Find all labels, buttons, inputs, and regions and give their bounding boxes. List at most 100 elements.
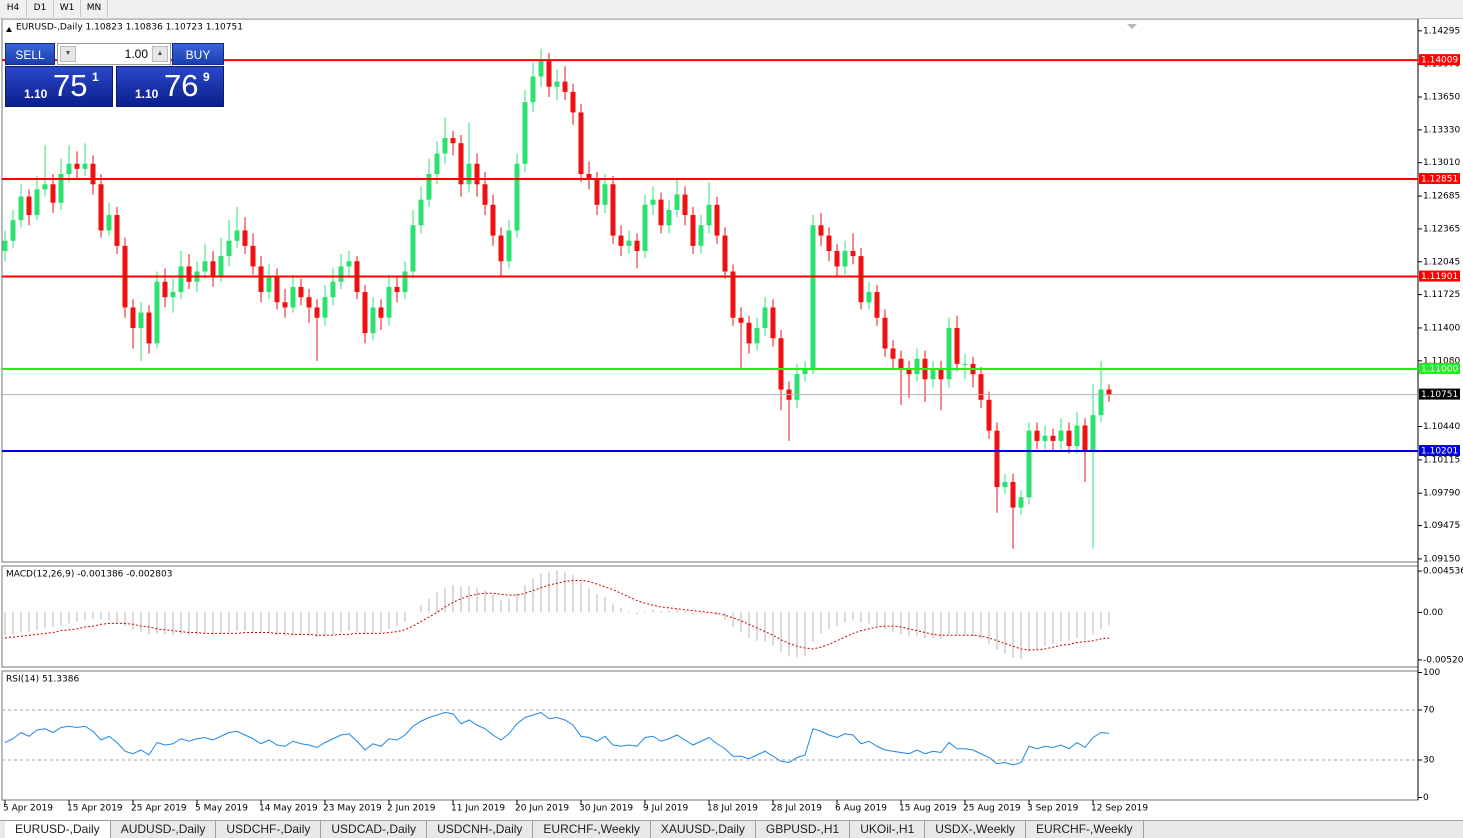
candle-body bbox=[802, 369, 808, 375]
candle-body bbox=[290, 286, 296, 308]
candle-body bbox=[458, 143, 464, 185]
candle-body bbox=[778, 338, 784, 390]
candle-body bbox=[578, 112, 584, 174]
lots-field[interactable]: ▼ 1.00 ▲ bbox=[57, 43, 171, 65]
candle-body bbox=[498, 235, 504, 262]
candle-body bbox=[218, 256, 224, 277]
candle-body bbox=[466, 163, 472, 185]
candle-body bbox=[18, 196, 24, 221]
chart-tab[interactable]: UKOil-,H1 bbox=[850, 821, 926, 838]
buy-button[interactable]: BUY bbox=[172, 43, 224, 65]
candle-body bbox=[266, 276, 272, 293]
candle-body bbox=[482, 184, 488, 205]
candle-body bbox=[674, 194, 680, 210]
lots-down[interactable]: ▼ bbox=[60, 46, 76, 62]
bid-main: 75 bbox=[53, 68, 88, 103]
candle-body bbox=[474, 163, 480, 185]
candle-body bbox=[754, 327, 760, 344]
y-tick-label: 1.14295 bbox=[1423, 26, 1460, 36]
ask-pip: 9 bbox=[203, 70, 210, 84]
chart-tab[interactable]: AUDUSD-,Daily bbox=[111, 821, 217, 838]
candle-body bbox=[834, 250, 840, 267]
candle-body bbox=[74, 163, 80, 169]
chart-tab[interactable]: USDCNH-,Daily bbox=[427, 821, 534, 838]
candle-body bbox=[274, 276, 280, 303]
candle-body bbox=[162, 281, 168, 298]
candle-body bbox=[1082, 425, 1088, 452]
y-tick-label: 1.11400 bbox=[1423, 323, 1460, 333]
candle-body bbox=[1106, 389, 1112, 395]
chart-tab[interactable]: EURCHF-,Weekly bbox=[1026, 821, 1144, 838]
candle-body bbox=[714, 204, 720, 236]
timeframe-button[interactable]: W1 bbox=[54, 0, 81, 17]
candle-body bbox=[258, 266, 264, 293]
price-tag-label: 1.10201 bbox=[1421, 447, 1458, 457]
timeframe-button[interactable]: H4 bbox=[0, 0, 27, 17]
candle-body bbox=[154, 281, 160, 344]
candle-body bbox=[1090, 415, 1096, 452]
candle-body bbox=[138, 312, 144, 328]
x-tick-label: 5 Apr 2019 bbox=[3, 804, 53, 814]
chart-tab[interactable]: USDCHF-,Daily bbox=[216, 821, 322, 838]
candle-body bbox=[882, 317, 888, 349]
x-tick-label: 5 May 2019 bbox=[195, 804, 248, 814]
candle-body bbox=[226, 240, 232, 257]
candle-body bbox=[658, 199, 664, 226]
candle-body bbox=[106, 215, 112, 231]
x-tick-label: 15 Aug 2019 bbox=[899, 804, 957, 814]
bid-quote[interactable]: 1.10 75 1 bbox=[5, 66, 113, 107]
y-tick-label: 70 bbox=[1423, 706, 1435, 716]
candle-body bbox=[450, 138, 456, 144]
y-tick-label: 1.10115 bbox=[1423, 455, 1460, 465]
chart-tab[interactable]: USDX-,Weekly bbox=[925, 821, 1027, 838]
candle-body bbox=[338, 266, 344, 282]
candle-body bbox=[1058, 430, 1064, 441]
price-tag-label: 1.12851 bbox=[1421, 175, 1458, 185]
chart-tab[interactable]: USDCAD-,Daily bbox=[321, 821, 428, 838]
rsi-line bbox=[4, 711, 1110, 766]
chart-tab[interactable]: XAUUSD-,Daily bbox=[651, 821, 756, 838]
candle-body bbox=[90, 163, 96, 185]
chart-tab[interactable]: GBPUSD-,H1 bbox=[756, 821, 851, 838]
candle-body bbox=[554, 81, 560, 87]
candle-body bbox=[810, 225, 816, 370]
candle-body bbox=[66, 163, 72, 174]
timeframe-button[interactable]: D1 bbox=[27, 0, 54, 17]
lots-up[interactable]: ▲ bbox=[152, 46, 168, 62]
candle-body bbox=[586, 173, 592, 180]
chart-tab[interactable]: EURCHF-,Weekly bbox=[533, 821, 651, 838]
y-tick-label: 1.10440 bbox=[1423, 422, 1460, 432]
candle-body bbox=[850, 250, 856, 257]
rsi-panel bbox=[1, 670, 1419, 801]
candle-body bbox=[642, 204, 648, 251]
candle-body bbox=[26, 196, 32, 216]
candle-body bbox=[906, 369, 912, 375]
candle-body bbox=[330, 281, 336, 298]
candle-body bbox=[42, 184, 48, 190]
y-tick-label: 1.09150 bbox=[1423, 554, 1460, 564]
candle-body bbox=[410, 225, 416, 272]
candle-body bbox=[1074, 425, 1080, 447]
candle-body bbox=[1066, 430, 1072, 447]
sell-button[interactable]: SELL bbox=[5, 43, 55, 65]
x-tick-label: 6 Aug 2019 bbox=[835, 804, 887, 814]
price-tag bbox=[1419, 173, 1460, 185]
candle-body bbox=[50, 184, 56, 203]
x-tick-label: 28 Jul 2019 bbox=[771, 804, 822, 814]
candle-body bbox=[1042, 435, 1048, 441]
chart-tab[interactable]: EURUSD-,Daily bbox=[5, 821, 111, 838]
y-tick-label: 1.11725 bbox=[1423, 290, 1460, 300]
candle-body bbox=[434, 153, 440, 174]
candle-body bbox=[698, 225, 704, 246]
candle-body bbox=[610, 184, 616, 236]
candle-body bbox=[34, 189, 40, 216]
candle-body bbox=[442, 138, 448, 154]
candle-body bbox=[562, 81, 568, 92]
ask-quote[interactable]: 1.10 76 9 bbox=[116, 66, 224, 107]
candle-body bbox=[538, 61, 544, 77]
header-arrow bbox=[6, 27, 12, 32]
timeframe-button[interactable]: MN bbox=[81, 0, 108, 17]
price-tag-label: 1.11901 bbox=[1421, 272, 1458, 282]
